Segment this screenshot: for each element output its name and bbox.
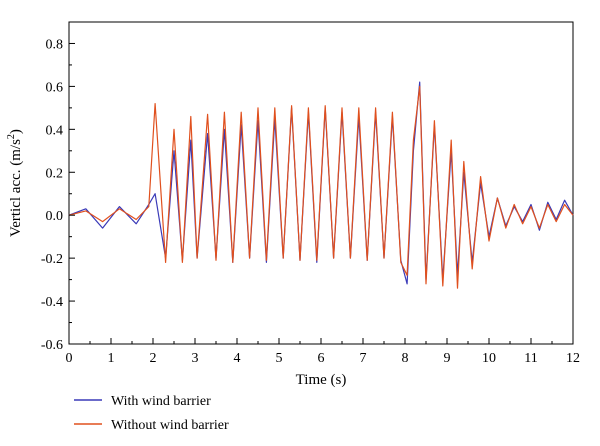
x-tick-label: 1 xyxy=(108,351,115,366)
y-axis-label: Verticl acc. (m/s2) xyxy=(6,129,24,237)
x-tick-label: 6 xyxy=(318,351,325,366)
legend-entry-without-wind-barrier: Without wind barrier xyxy=(111,418,229,433)
series-line-without-wind-barrier xyxy=(68,85,574,289)
x-tick-label: 0 xyxy=(66,351,73,366)
x-tick-label: 7 xyxy=(360,351,367,366)
x-tick-label: 4 xyxy=(234,351,241,366)
series-layer xyxy=(68,81,574,289)
y-axis-ticks: -0.6 -0.4 -0.2 0.0 0.2 0.4 0.6 0.8 xyxy=(41,37,75,353)
y-tick-label: -0.2 xyxy=(41,252,63,267)
x-tick-label: 2 xyxy=(150,351,157,366)
y-tick-label: 0.0 xyxy=(46,209,64,224)
y-tick-label: 0.6 xyxy=(46,80,64,95)
y-axis-label-main: Verticl acc. (m/s xyxy=(8,139,24,237)
x-tick-label: 10 xyxy=(482,351,496,366)
y-axis-label-superscript: 2 xyxy=(6,134,17,139)
y-tick-label: 0.4 xyxy=(46,123,64,138)
y-tick-label: -0.4 xyxy=(41,295,63,310)
y-tick-label: -0.6 xyxy=(41,338,63,353)
legend-entry-with-wind-barrier: With wind barrier xyxy=(111,394,211,409)
x-tick-label: 3 xyxy=(192,351,199,366)
legend: With wind barrier Without wind barrier xyxy=(74,394,229,433)
x-tick-label: 8 xyxy=(402,351,409,366)
x-axis-ticks: 0 1 2 3 4 5 6 7 8 9 10 11 12 xyxy=(66,338,580,366)
y-tick-label: 0.2 xyxy=(46,166,64,181)
x-tick-label: 5 xyxy=(276,351,283,366)
x-axis-label: Time (s) xyxy=(296,372,347,388)
x-tick-label: 11 xyxy=(524,351,537,366)
y-axis-label-close: ) xyxy=(8,129,24,134)
x-tick-label: 9 xyxy=(444,351,451,366)
x-tick-label: 12 xyxy=(566,351,580,366)
plot-area: 0 1 2 3 4 5 6 7 8 9 10 11 12 -0.6-0.4-0.20.00.20.40.… xyxy=(41,21,580,366)
y-tick-label: 0.8 xyxy=(46,37,64,52)
